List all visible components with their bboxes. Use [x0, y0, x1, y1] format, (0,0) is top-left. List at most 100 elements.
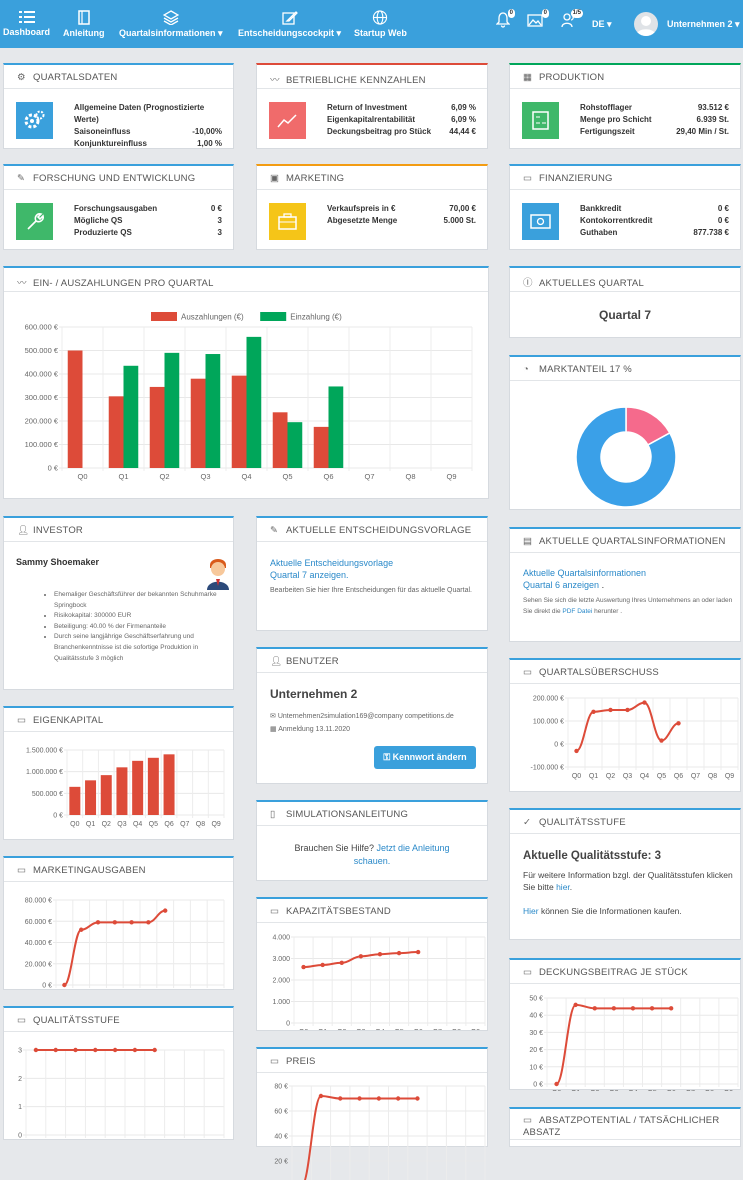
money-icon: ▭	[270, 906, 280, 917]
quality-info-link[interactable]: hier	[556, 882, 570, 892]
quality-buy-link[interactable]: Hier	[523, 906, 539, 916]
x-tick-label: Q6	[413, 1029, 422, 1030]
pdf-link[interactable]: PDF Datei	[562, 608, 593, 615]
card-kennzahlen: 〰 Betriebliche Kennzahlen Return of Inves…	[256, 63, 488, 149]
quarter-6-suffix: .	[599, 580, 605, 590]
card-header: ▤ Aktuelle Quartalsinformationen	[510, 529, 740, 553]
data-point	[358, 954, 364, 959]
y-tick-label: 100.000 €	[533, 719, 564, 726]
y-tick-label: 200.000 €	[533, 696, 564, 703]
nav-quartalsinformationen-label: Quartalsinformationen	[119, 28, 216, 38]
data-point	[129, 920, 134, 925]
x-tick-label: Q3	[117, 821, 126, 828]
x-tick-label: Q6	[666, 1090, 675, 1091]
kv-label: Rohstofflager	[580, 103, 632, 112]
data-point	[396, 950, 402, 956]
x-tick-label: Q7	[686, 1090, 695, 1091]
avatar[interactable]	[634, 12, 658, 36]
y-tick-label: 50 €	[529, 996, 543, 1003]
user-company-name: Unternehmen 2	[270, 687, 358, 701]
change-password-button[interactable]: ⚿ Kennwort ändern	[374, 746, 476, 769]
x-tick-label: Q0	[552, 1090, 561, 1091]
quarter-7-link[interactable]: Quartal 7 anzeigen.	[270, 570, 349, 580]
nav-quartalsinformationen[interactable]: Quartalsinformationen ▾	[119, 10, 223, 39]
bar	[231, 375, 247, 468]
x-tick-label: Q9	[725, 773, 734, 780]
card-header: ▦ Produktion	[510, 65, 740, 89]
card-header: 〰 Ein- / Auszahlungen pro Quartal	[4, 268, 488, 292]
kv-row: Verkaufspreis in € 70,00 €	[327, 203, 476, 215]
quarter-6-link[interactable]: Quartal 6 anzeigen	[523, 580, 600, 590]
data-point	[320, 962, 325, 968]
cogs-icon: ⚙	[17, 72, 26, 83]
y-tick-label: 500.000 €	[25, 346, 59, 355]
y-tick-label: 400.000 €	[25, 370, 59, 379]
kv-value: 3	[217, 228, 222, 237]
data-point	[357, 1096, 362, 1101]
kv-value: 6,09 %	[451, 103, 476, 112]
x-tick-label: Q3	[356, 1029, 365, 1030]
card-title: Benutzer	[286, 656, 339, 667]
y-tick-label: 0 €	[42, 983, 52, 990]
data-point	[592, 1006, 597, 1011]
kv-label: Abgesetzte Menge	[327, 216, 398, 225]
x-tick-label: Q3	[609, 1090, 618, 1091]
x-tick-label: Q4	[241, 472, 251, 481]
data-point	[62, 982, 67, 988]
y-tick-label: 2.000	[272, 978, 290, 985]
y-tick-label: 600.000 €	[25, 323, 59, 332]
kv-row: Eigenkapitalrentabilität 6,09 %	[327, 114, 476, 126]
card-title: Marktanteil 17 %	[539, 364, 632, 375]
user-menu[interactable]: Unternehmen 2 ▾	[667, 19, 740, 30]
kv-label: Verkaufspreis in €	[327, 204, 396, 213]
card-title: Finanzierung	[539, 173, 613, 184]
card-forschung: ✎ Forschung und Entwicklung Forschungsaus…	[3, 164, 234, 250]
rest-slice	[575, 406, 677, 508]
card-title: Forschung und Entwicklung	[33, 173, 196, 184]
nav-anleitung[interactable]: Anleitung	[63, 10, 105, 39]
language-select[interactable]: DE ▾	[592, 19, 612, 30]
notifications-badge: 0	[507, 9, 515, 18]
contribution-margin-line-chart: 0 € 10 € 20 € 30 € 40 € 50 € Q0 Q1 Q2 Q3 Q4 Q5 Q6 Q7 Q…	[529, 996, 739, 1091]
kv-label: Mögliche QS	[74, 216, 123, 225]
progress-button[interactable]: 1/5	[561, 9, 583, 33]
investor-name: Sammy Shoemaker	[16, 557, 100, 567]
kv-label: Return of Investment	[327, 103, 408, 112]
bar	[313, 426, 329, 468]
kv-value: 0 €	[717, 216, 729, 225]
y-tick-label: 200.000 €	[25, 417, 59, 426]
nav-dashboard[interactable]: Dashboard	[3, 10, 50, 38]
money-tile-icon	[522, 203, 559, 240]
card-title: Deckungsbeitrag je Stück	[539, 967, 688, 978]
nav-startup-web[interactable]: Startup Web	[354, 10, 407, 39]
card-header: ✎ Forschung und Entwicklung	[4, 166, 233, 190]
y-tick-label: 3	[18, 1048, 22, 1055]
kv-value: 44,44 €	[449, 127, 476, 136]
x-tick-label: Q6	[674, 773, 683, 780]
surplus-line-chart: -100.000 € 0 € 100.000 € 200.000 € Q0 Q1 Q2 Q3 Q…	[531, 696, 739, 780]
x-tick-label: Q2	[606, 773, 615, 780]
card-header: ▭ Kapazitätsbestand	[257, 899, 487, 923]
current-quarter-value: Quartal 7	[598, 308, 652, 322]
money-icon: ▭	[17, 715, 27, 726]
edit-icon: ✎	[270, 525, 279, 536]
kv-label: Kontokorrentkredit	[580, 216, 653, 225]
nav-entscheidungscockpit[interactable]: Entscheidungscockpit ▾	[238, 10, 341, 39]
guide-link[interactable]: Jetzt die Anleitung schauen.	[353, 843, 450, 866]
kv-label: Konjunktureinfluss	[74, 139, 147, 148]
quality-text-end: .	[569, 882, 573, 892]
card-title: Aktuelle Entscheidungsvorlage	[286, 525, 472, 536]
legend-label: Einzahlung (€)	[290, 313, 342, 322]
x-tick-label: Q2	[159, 472, 169, 481]
x-tick-label: Q4	[375, 1029, 384, 1030]
quarter-info-link[interactable]: Aktuelle Quartalsinformationen	[523, 568, 647, 578]
messages-button[interactable]: 0	[527, 9, 549, 33]
decision-link[interactable]: Aktuelle Entscheidungsvorlage	[270, 558, 394, 568]
data-point	[642, 700, 647, 705]
kv-value: 93.512 €	[697, 103, 729, 112]
kv-row: Produzierte QS 3	[74, 227, 222, 239]
kv-value: 1,00 %	[197, 139, 222, 148]
quality-text-body: Für weitere Information bzgl. der Qualit…	[523, 870, 733, 892]
kv-label: Menge pro Schicht	[580, 115, 652, 124]
notifications-button[interactable]: 0	[495, 9, 515, 33]
